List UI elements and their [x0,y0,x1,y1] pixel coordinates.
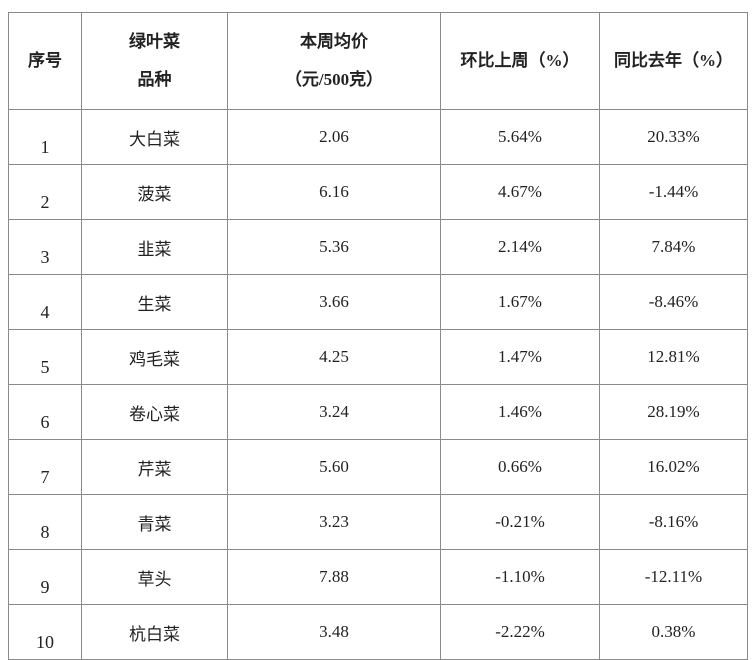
avg-price-cell: 2.06 [227,109,441,165]
header-row: 序号 绿叶菜 品种 本周均价 （元/500克） 环比上周（%） 同比去年（%） [8,12,748,110]
year-change-cell: 12.81% [599,329,748,385]
week-change-cell: -2.22% [440,604,600,660]
header-variety: 绿叶菜 品种 [81,12,228,110]
index-cell: 2 [8,164,82,220]
week-change-cell: 5.64% [440,109,600,165]
variety-cell: 大白菜 [81,109,228,165]
table-row: 4 生菜 3.66 1.67% -8.46% [8,274,748,330]
header-line: 本周均价 [300,32,368,51]
header-line: 绿叶菜 [129,32,180,51]
table-row: 6 卷心菜 3.24 1.46% 28.19% [8,384,748,440]
year-change-cell: 7.84% [599,219,748,275]
avg-price-cell: 5.60 [227,439,441,495]
variety-cell: 生菜 [81,274,228,330]
header-line: 环比上周（%） [460,51,580,70]
week-change-cell: 1.46% [440,384,600,440]
variety-cell: 草头 [81,549,228,605]
table-row: 2 菠菜 6.16 4.67% -1.44% [8,164,748,220]
avg-price-cell: 6.16 [227,164,441,220]
variety-cell: 青菜 [81,494,228,550]
avg-price-cell: 3.23 [227,494,441,550]
week-change-cell: 2.14% [440,219,600,275]
header-line: （元/500克） [284,70,384,89]
year-change-cell: -8.46% [599,274,748,330]
table-row: 5 鸡毛菜 4.25 1.47% 12.81% [8,329,748,385]
header-avg-price: 本周均价 （元/500克） [227,12,441,110]
week-change-cell: -0.21% [440,494,600,550]
week-change-cell: 1.47% [440,329,600,385]
index-cell: 4 [8,274,82,330]
table-body: 1 大白菜 2.06 5.64% 20.33% 2 菠菜 6.16 4.67% -1.44% 3 韭菜… [8,109,748,660]
table-row: 9 草头 7.88 -1.10% -12.11% [8,549,748,605]
year-change-cell: 20.33% [599,109,748,165]
year-change-cell: -12.11% [599,549,748,605]
week-change-cell: 1.67% [440,274,600,330]
year-change-cell: 16.02% [599,439,748,495]
variety-cell: 菠菜 [81,164,228,220]
index-cell: 5 [8,329,82,385]
table-row: 10 杭白菜 3.48 -2.22% 0.38% [8,604,748,660]
avg-price-cell: 5.36 [227,219,441,275]
week-change-cell: 0.66% [440,439,600,495]
avg-price-cell: 7.88 [227,549,441,605]
avg-price-cell: 3.66 [227,274,441,330]
year-change-cell: 28.19% [599,384,748,440]
header-year-change: 同比去年（%） [599,12,748,110]
vegetable-price-table: 序号 绿叶菜 品种 本周均价 （元/500克） 环比上周（%） 同比去年（%） 1 大白菜 2.… [8,12,748,660]
week-change-cell: 4.67% [440,164,600,220]
header-line: 品种 [137,70,172,89]
year-change-cell: -8.16% [599,494,748,550]
year-change-cell: 0.38% [599,604,748,660]
index-cell: 9 [8,549,82,605]
variety-cell: 韭菜 [81,219,228,275]
week-change-cell: -1.10% [440,549,600,605]
table-row: 1 大白菜 2.06 5.64% 20.33% [8,109,748,165]
index-cell: 8 [8,494,82,550]
avg-price-cell: 3.24 [227,384,441,440]
header-week-change: 环比上周（%） [440,12,600,110]
variety-cell: 杭白菜 [81,604,228,660]
index-cell: 7 [8,439,82,495]
index-cell: 10 [8,604,82,660]
table-row: 8 青菜 3.23 -0.21% -8.16% [8,494,748,550]
variety-cell: 芹菜 [81,439,228,495]
table-row: 7 芹菜 5.60 0.66% 16.02% [8,439,748,495]
table-row: 3 韭菜 5.36 2.14% 7.84% [8,219,748,275]
index-cell: 3 [8,219,82,275]
index-cell: 6 [8,384,82,440]
avg-price-cell: 4.25 [227,329,441,385]
year-change-cell: -1.44% [599,164,748,220]
avg-price-cell: 3.48 [227,604,441,660]
header-line: 序号 [28,51,62,70]
header-line: 同比去年（%） [614,51,733,70]
variety-cell: 鸡毛菜 [81,329,228,385]
variety-cell: 卷心菜 [81,384,228,440]
index-cell: 1 [8,109,82,165]
header-index: 序号 [8,12,82,110]
